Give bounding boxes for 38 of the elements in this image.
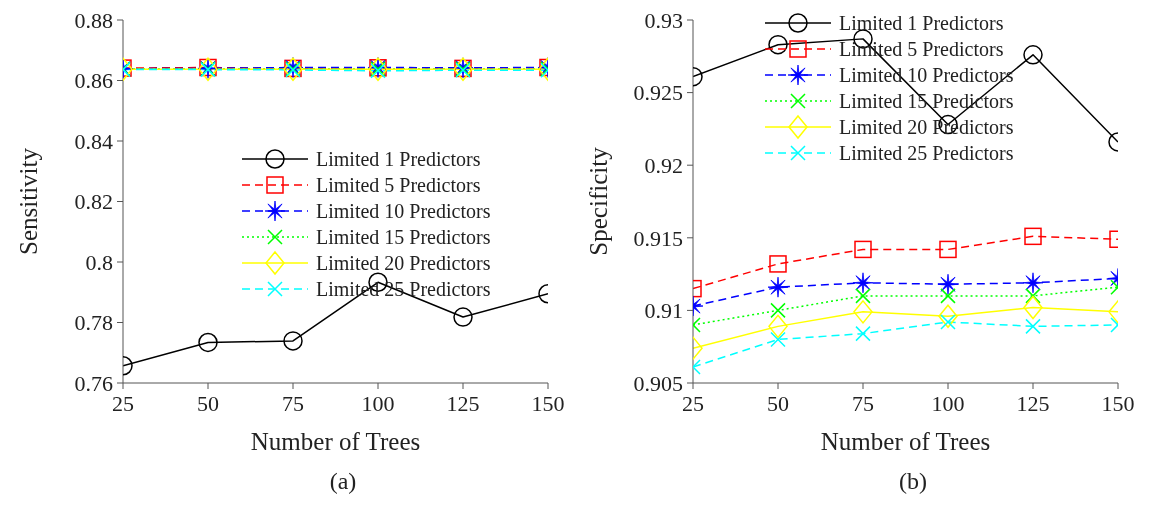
- y-tick-label: 0.86: [74, 68, 113, 94]
- x-tick-label: 100: [361, 390, 395, 416]
- y-tick-label: 0.93: [644, 7, 683, 33]
- x-tick-label: 150: [531, 390, 565, 416]
- text: (a): [328, 468, 358, 495]
- legend-label: Limited 15 Predictors: [316, 225, 491, 249]
- legend-label: Limited 5 Predictors: [316, 173, 481, 197]
- text: (b): [898, 468, 928, 495]
- y-axis-title: Specificity: [584, 146, 612, 256]
- x-tick-label: 50: [197, 390, 219, 416]
- y-tick-label: 0.915: [633, 225, 683, 251]
- legend-label: Limited 1 Predictors: [839, 11, 1004, 35]
- x-tick-label: 25: [682, 390, 704, 416]
- x-tick-label: 125: [1016, 390, 1050, 416]
- x-tick-label: 50: [767, 390, 789, 416]
- y-tick-label: 0.92: [644, 153, 683, 179]
- x-tick-label: 100: [931, 390, 965, 416]
- x-axis-title: Number of Trees: [820, 428, 991, 455]
- y-tick-label: 0.88: [74, 7, 113, 33]
- legend-label: Limited 10 Predictors: [316, 199, 491, 223]
- y-tick-label: 0.8: [85, 249, 113, 275]
- y-axis-title: Sensitivity: [14, 147, 42, 255]
- y-tick-label: 0.91: [644, 298, 683, 324]
- legend-label: Limited 1 Predictors: [316, 147, 481, 171]
- x-tick-label: 150: [1101, 390, 1135, 416]
- x-tick-label: 25: [112, 390, 134, 416]
- x-tick-label: 75: [852, 390, 874, 416]
- y-tick-label: 0.78: [74, 310, 113, 336]
- legend-label: Limited 25 Predictors: [839, 141, 1014, 165]
- y-tick-label: 0.905: [633, 370, 683, 396]
- x-tick-label: 75: [282, 390, 304, 416]
- y-tick-label: 0.82: [74, 189, 113, 215]
- x-axis-title: Number of Trees: [250, 428, 421, 455]
- x-tick-label: 125: [446, 390, 480, 416]
- legend-label: Limited 20 Predictors: [316, 251, 491, 275]
- y-tick-label: 0.76: [74, 370, 113, 396]
- y-tick-label: 0.925: [633, 80, 683, 106]
- y-tick-label: 0.84: [74, 128, 113, 154]
